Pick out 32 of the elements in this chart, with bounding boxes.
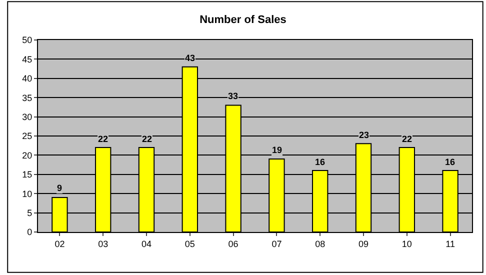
x-tick-label: 04 [141, 238, 152, 249]
data-label: 23 [359, 130, 370, 140]
chart-title: Number of Sales [200, 14, 286, 26]
data-label: 43 [185, 53, 196, 63]
x-tick-label: 09 [358, 238, 369, 249]
data-label: 16 [315, 157, 326, 167]
x-tick-label: 07 [272, 238, 282, 249]
x-tick-label: 08 [315, 238, 326, 249]
y-tick-label: 15 [22, 170, 32, 180]
x-tick-label: 10 [402, 238, 412, 249]
data-label: 19 [272, 145, 282, 155]
data-label: 22 [98, 134, 108, 144]
data-label: 22 [402, 134, 412, 144]
y-tick-label: 0 [27, 227, 32, 238]
y-tick-label: 40 [22, 74, 32, 84]
data-label: 22 [142, 134, 152, 144]
data-label: 9 [57, 183, 62, 193]
data-label: 16 [445, 157, 456, 167]
x-tick-label: 05 [184, 238, 195, 249]
y-tick-label: 25 [22, 131, 32, 142]
y-tick-label: 45 [22, 54, 32, 64]
y-tick-label: 10 [22, 188, 32, 199]
y-tick-label: 20 [22, 150, 32, 160]
x-tick-label: 02 [54, 238, 65, 249]
data-label: 33 [228, 91, 238, 101]
y-tick-label: 35 [22, 92, 32, 103]
y-tick-label: 30 [22, 112, 32, 122]
x-tick-label: 11 [446, 238, 455, 249]
x-tick-label: 03 [98, 238, 108, 249]
y-tick-label: 50 [22, 35, 32, 46]
y-tick-label: 5 [27, 208, 32, 218]
x-tick-label: 06 [228, 238, 238, 249]
